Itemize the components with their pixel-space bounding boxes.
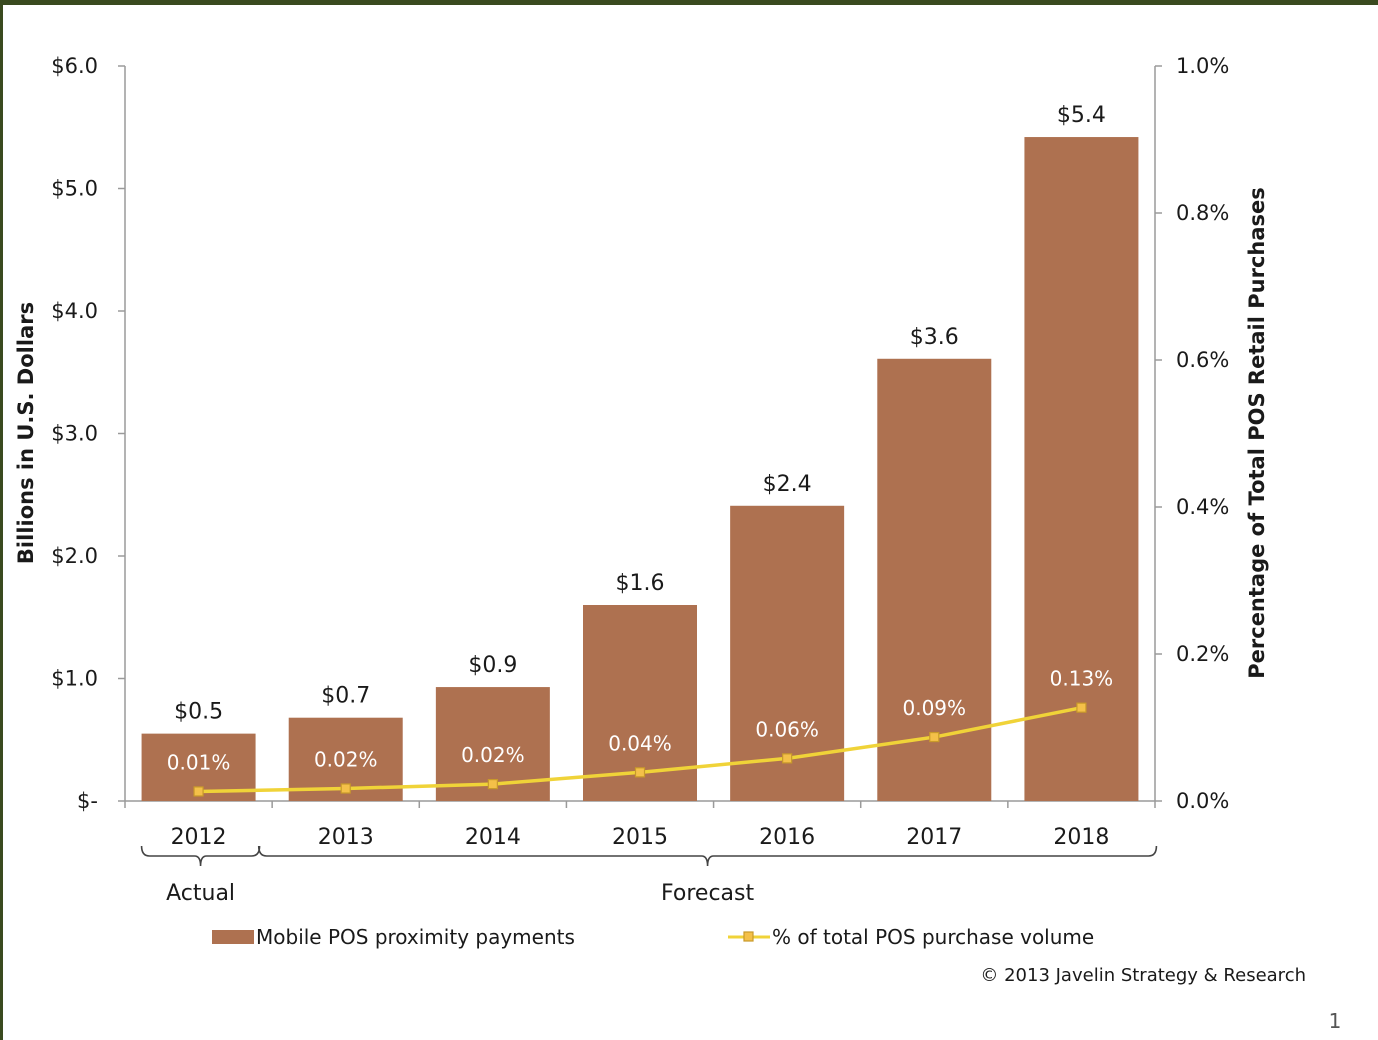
group-brace [257,845,1158,867]
x-axis-tick-label: 2012 [171,825,227,850]
right-axis-tick-label: 0.6% [1176,348,1229,372]
left-axis-tick-label: $1.0 [51,667,98,691]
right-axis-tick-label: 0.8% [1176,201,1229,225]
x-axis-tick-label: 2014 [465,825,521,850]
line-value-label: 0.09% [903,696,967,720]
left-axis-tick-label: $4.0 [51,299,98,323]
data-labels: $0.5 $0.7 $0.9 $1.6 $2.4 $3.6 $5.4 0.01% 0.02% 0.… [167,103,1113,774]
bar-value-label: $1.6 [616,571,665,596]
line-value-label: 0.02% [461,743,525,767]
legend-bar-swatch [212,930,254,944]
left-axis-tick-label: $2.0 [51,544,98,568]
line-point [1076,702,1087,713]
line-point [193,786,204,797]
bar-value-label: $5.4 [1057,103,1106,128]
left-axis-title: Billions in U.S. Dollars [14,302,38,564]
left-axis-tick-label: $3.0 [51,422,98,446]
copyright-text: © 2013 Javelin Strategy & Research [980,965,1306,986]
line-series [193,702,1087,797]
bar-value-label: $3.6 [910,325,959,350]
x-axis-tick-label: 2018 [1053,825,1109,850]
right-axis-tick-label: 0.0% [1176,789,1229,813]
right-axis-tick-label: 1.0% [1176,54,1229,78]
legend: Mobile POS proximity payments % of total… [212,925,1094,949]
left-axis-tick-label: $6.0 [51,54,98,78]
line-value-label: 0.04% [608,731,672,755]
x-axis-tick-label: 2013 [318,825,374,850]
group-label: Forecast [661,881,754,906]
line-value-label: 0.02% [314,748,378,772]
line-value-label: 0.13% [1050,667,1114,691]
right-axis-tick-label: 0.4% [1176,495,1229,519]
line-point [634,767,646,778]
bar-value-label: $0.9 [468,653,517,678]
right-axis-title: Percentage of Total POS Retail Purchases [1245,187,1269,679]
legend-bar-label: Mobile POS proximity payments [256,925,575,949]
x-axis-tick-label: 2016 [759,825,815,850]
bar [877,358,992,801]
group-brace [140,845,261,867]
bar-value-label: $2.4 [763,472,812,497]
group-label: Actual [166,881,235,906]
bar-value-label: $0.7 [321,684,370,709]
right-axis-tick-label: 0.2% [1176,642,1229,666]
category-groups: Actual Forecast [140,845,1158,906]
page-number: 1 [1329,1009,1342,1033]
left-axis-tick-label: $- [77,789,98,813]
line-point [340,783,351,794]
line-value-label: 0.01% [167,750,231,774]
x-axis-tick-label: 2015 [612,825,668,850]
line-point [487,778,498,790]
legend-line-marker [743,931,754,942]
x-axis-tick-label: 2017 [906,825,962,850]
bar-value-label: $0.5 [174,700,223,725]
left-axis-tick-label: $5.0 [51,177,98,201]
bar-series [141,137,1139,802]
legend-line-label: % of total POS purchase volume [772,925,1094,949]
line-point [929,731,940,743]
chart-axes: $- $1.0 $2.0 $3.0 $4.0 $5.0 $6.0 0.0% 0.2% 0.4% 0.… [14,54,1269,850]
line-value-label: 0.06% [755,717,819,741]
line-point [782,753,793,764]
bar [1024,137,1139,802]
